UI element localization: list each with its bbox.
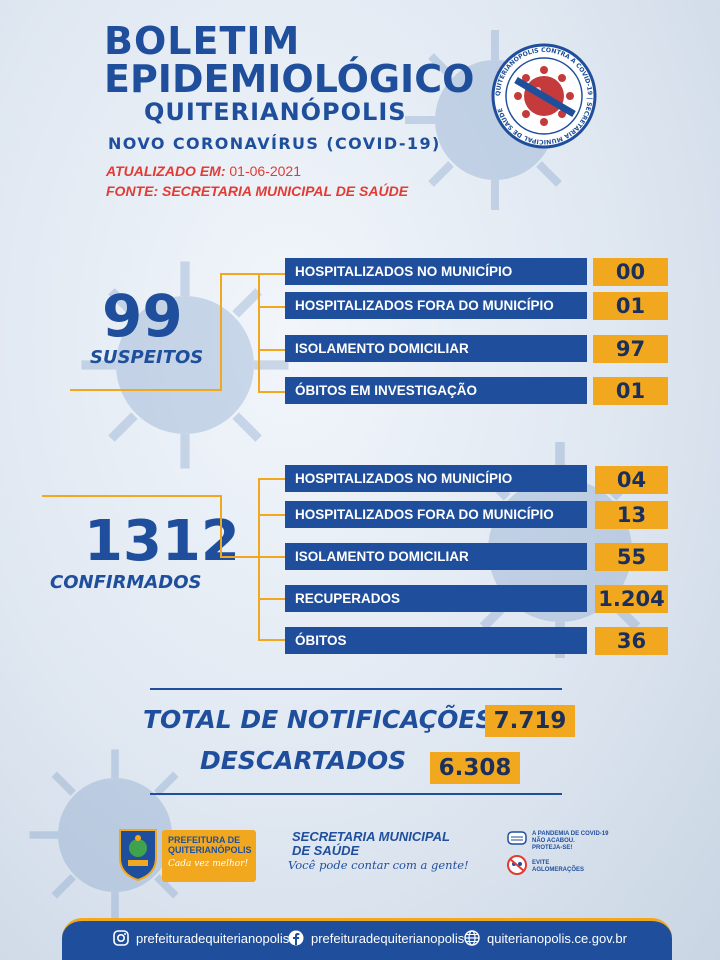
prefeitura-line1: PREFEITURA DE (168, 835, 241, 845)
confirmed-row-label: ÓBITOS (285, 627, 587, 654)
virus-background-icon (81, 261, 289, 469)
connector-line (42, 495, 222, 497)
instagram-icon (113, 930, 129, 946)
suspects-row-value: 97 (593, 335, 668, 363)
connector-line (220, 273, 222, 391)
mask-icon (507, 831, 527, 845)
connector-line (258, 273, 260, 393)
globe-icon (464, 930, 480, 946)
suspects-row-value: 00 (593, 258, 668, 286)
confirmed-row-label: ISOLAMENTO DOMICILIAR (285, 543, 587, 570)
notifications-value: 7.719 (485, 705, 575, 737)
secretaria-slogan: Você pode contar com a gente! (288, 858, 469, 872)
connector-line (258, 639, 286, 641)
page-title-line2: EPIDEMIOLÓGICO (104, 57, 475, 101)
secretaria-line1: SECRETARIA MUNICIPAL (292, 829, 450, 844)
prefeitura-logo: PREFEITURA DE QUITERIANÓPOLIS Cada vez m… (162, 830, 256, 882)
instagram-handle: prefeituradequiterianopolis (136, 930, 290, 946)
website-link[interactable]: quiterianopolis.ce.gov.br (464, 930, 627, 946)
connector-line (258, 478, 260, 640)
discarded-label: DESCARTADOS (200, 746, 407, 775)
connector-line (220, 273, 260, 275)
updated-date: 01-06-2021 (229, 163, 302, 179)
connector-line (258, 556, 286, 558)
warning-crowds: EVITE AGLOMERAÇÕES (532, 860, 585, 873)
suspects-total: 99 (102, 282, 183, 350)
covid-seal-logo: QUITERIANÓPOLIS CONTRA A COVID-19 | SECR… (491, 43, 597, 149)
suspects-row-label: HOSPITALIZADOS FORA DO MUNICÍPIO (285, 292, 587, 319)
connector-line (258, 306, 286, 308)
discarded-value: 6.308 (430, 752, 520, 784)
website-url: quiterianopolis.ce.gov.br (487, 930, 627, 946)
suspects-row-label: ISOLAMENTO DOMICILIAR (285, 335, 587, 362)
updated-label: ATUALIZADO EM: (106, 163, 226, 179)
prefeitura-line2: QUITERIANÓPOLIS (168, 844, 252, 855)
warning-pandemic: A PANDEMIA DE COVID-19 NÃO ACABOU. PROTE… (532, 831, 609, 851)
connector-line (258, 478, 286, 480)
confirmed-row-label: HOSPITALIZADOS NO MUNICÍPIO (285, 465, 587, 492)
confirmed-total: 1312 (84, 509, 240, 574)
connector-line (220, 556, 260, 558)
notifications-label: TOTAL DE NOTIFICAÇÕES (143, 705, 494, 734)
municipal-crest-icon (119, 829, 157, 882)
no-crowds-icon (507, 855, 527, 875)
confirmed-label: CONFIRMADOS (50, 572, 202, 593)
connector-line (70, 389, 222, 391)
divider-line (150, 688, 562, 690)
prefeitura-slogan: Cada vez melhor! (168, 858, 249, 869)
confirmed-row-value: 55 (595, 543, 668, 571)
suspects-label: SUSPEITOS (90, 347, 204, 368)
source-line: FONTE: SECRETARIA MUNICIPAL DE SAÚDE (106, 183, 409, 199)
page-title-line1: BOLETIM (104, 19, 301, 63)
confirmed-row-label: RECUPERADOS (285, 585, 587, 612)
connector-line (258, 273, 286, 275)
facebook-handle: prefeituradequiterianopolis (311, 930, 465, 946)
suspects-row-value: 01 (593, 377, 668, 405)
city-name: QUITERIANÓPOLIS (144, 98, 407, 126)
suspects-row-label: HOSPITALIZADOS NO MUNICÍPIO (285, 258, 587, 285)
connector-line (220, 495, 222, 557)
page-subtitle: NOVO CORONAVÍRUS (COVID-19) (108, 134, 441, 153)
confirmed-row-label: HOSPITALIZADOS FORA DO MUNICÍPIO (285, 501, 587, 528)
footer-bar (62, 918, 672, 960)
confirmed-row-value: 04 (595, 466, 668, 494)
connector-line (258, 598, 286, 600)
secretaria-line2: DE SAÚDE (292, 843, 360, 859)
divider-line (150, 793, 562, 795)
updated-line: ATUALIZADO EM: 01-06-2021 (106, 163, 301, 179)
instagram-link[interactable]: prefeituradequiterianopolis (113, 930, 289, 946)
connector-line (258, 349, 286, 351)
confirmed-row-value: 36 (595, 627, 668, 655)
secretaria-logo: SECRETARIA MUNICIPAL DE SAÚDE (292, 829, 450, 859)
facebook-icon (288, 930, 304, 946)
confirmed-row-value: 1.204 (595, 585, 668, 613)
connector-line (258, 391, 286, 393)
facebook-link[interactable]: prefeituradequiterianopolis (288, 930, 464, 946)
suspects-row-label: ÓBITOS EM INVESTIGAÇÃO (285, 377, 587, 404)
connector-line (258, 514, 286, 516)
suspects-row-value: 01 (593, 292, 668, 320)
confirmed-row-value: 13 (595, 501, 668, 529)
